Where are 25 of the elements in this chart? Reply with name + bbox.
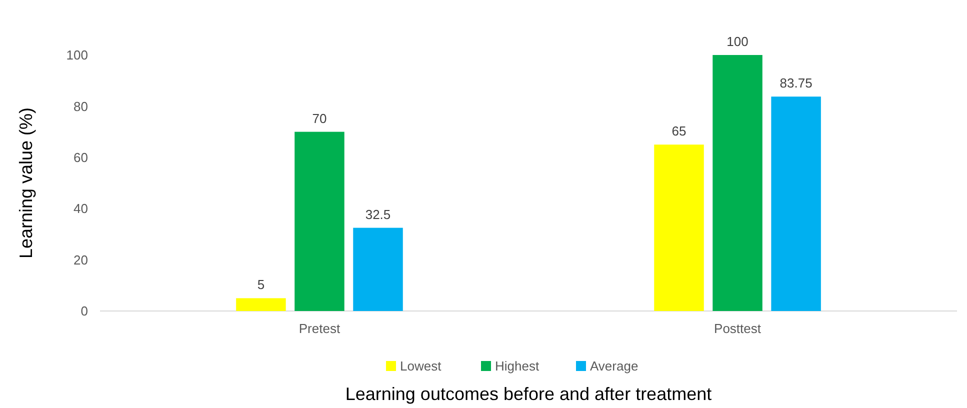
x-tick-label: Posttest [714, 321, 762, 336]
y-tick-label: 20 [74, 252, 88, 268]
y-axis-title: Learning value (%) [16, 107, 36, 259]
x-tick-label: Pretest [298, 321, 340, 336]
bar [771, 96, 821, 311]
bar [712, 55, 762, 311]
bar [236, 298, 286, 311]
data-label: 83.75 [780, 76, 812, 91]
y-tick-label: 60 [74, 150, 88, 165]
data-label: 70 [312, 110, 327, 126]
bar [294, 132, 344, 311]
y-tick-label: 40 [74, 201, 88, 216]
y-tick-label: 80 [74, 98, 88, 114]
data-label: 32.5 [365, 206, 391, 222]
bar [654, 144, 704, 311]
data-label: 100 [726, 34, 748, 49]
x-axis-title: Learning outcomes before and after treatment [345, 384, 712, 404]
data-label: 65 [672, 124, 686, 139]
y-tick-label: 0 [80, 304, 88, 319]
data-label: 5 [257, 277, 265, 292]
legend-label: Highest [495, 358, 540, 374]
y-tick-label: 100 [66, 48, 88, 63]
bar [353, 228, 403, 311]
legend-label: Average [590, 358, 638, 374]
legend-label: Lowest [400, 358, 442, 374]
